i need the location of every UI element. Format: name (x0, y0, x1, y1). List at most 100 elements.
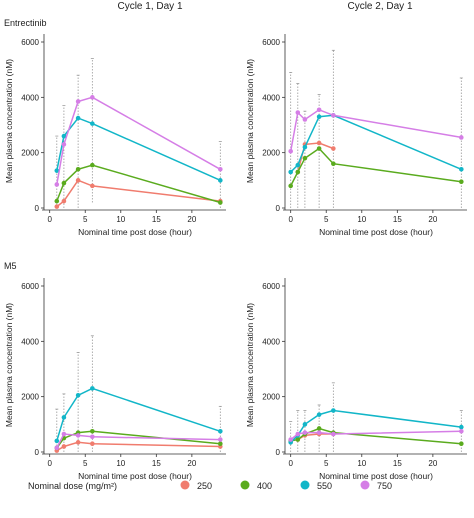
y-axis-label: Mean plasma concentration (nM) (245, 59, 255, 183)
legend-label-400: 400 (257, 481, 272, 491)
data-point-750 (61, 431, 67, 437)
data-point-750 (288, 437, 293, 442)
series-line-750 (289, 108, 462, 152)
data-point-750 (295, 110, 301, 115)
data-point-400 (295, 169, 301, 175)
data-point-400 (90, 162, 95, 168)
legend-swatch-400 (240, 480, 250, 490)
data-point-400 (331, 161, 336, 167)
data-point-750 (302, 430, 308, 435)
data-point-250 (90, 183, 95, 189)
data-point-750 (54, 445, 60, 451)
data-point-550 (316, 412, 322, 417)
data-point-550 (316, 114, 322, 119)
y-tick-label: 4000 (262, 337, 280, 346)
x-tick-label: 15 (152, 459, 161, 468)
data-point-750 (331, 113, 336, 118)
y-tick-label: 4000 (21, 337, 39, 346)
data-point-250 (90, 441, 95, 447)
series-line-250 (56, 441, 221, 452)
data-point-400 (75, 166, 81, 172)
data-point-750 (459, 135, 464, 140)
data-point-400 (218, 200, 223, 205)
series-line-250 (56, 179, 221, 208)
data-point-750 (316, 430, 322, 435)
series-line-750 (290, 430, 462, 441)
legend-label-250: 250 (197, 481, 212, 491)
data-point-550 (459, 424, 464, 430)
legend: Nominal dose (mg/m²) 250 400 550 750 (28, 480, 392, 491)
data-point-550 (61, 133, 67, 139)
row-label-m5: M5 (4, 261, 17, 271)
x-tick-label: 20 (187, 459, 196, 468)
data-point-750 (75, 99, 81, 104)
data-point-400 (90, 428, 95, 434)
data-point-400 (459, 179, 464, 185)
data-point-400 (288, 183, 293, 189)
y-tick-label: 4000 (262, 93, 280, 102)
y-tick-label: 0 (276, 448, 281, 457)
data-point-550 (75, 115, 81, 121)
y-tick-label: 4000 (21, 93, 39, 102)
y-tick-label: 2000 (262, 149, 280, 158)
series-line-550 (290, 409, 462, 443)
data-point-550 (288, 169, 293, 175)
strip-label-cycle1: Cycle 1, Day 1 (117, 1, 182, 12)
series-line-750 (56, 96, 221, 185)
legend-swatch-550 (300, 480, 310, 490)
data-point-250 (331, 146, 336, 151)
data-point-550 (459, 166, 464, 172)
panel-c1-m5: 0 2000 4000 6000 0 5 10 15 20 Nominal time post d… (4, 278, 226, 481)
row-label-entrectinib: Entrectinib (4, 18, 47, 28)
legend-title: Nominal dose (mg/m²) (28, 481, 117, 491)
x-tick-label: 20 (428, 215, 437, 224)
panel-c2-entrectinib: 0 2000 4000 6000 0 5 10 15 20 Nominal time post d… (245, 34, 467, 237)
x-axis-label: Nominal time post dose (hour) (78, 471, 192, 481)
x-tick-label: 0 (47, 459, 52, 468)
x-tick-label: 0 (288, 215, 293, 224)
series-line-400 (290, 147, 462, 187)
data-point-550 (295, 162, 301, 168)
data-point-550 (54, 168, 60, 173)
strip-label-cycle2: Cycle 2, Day 1 (347, 1, 412, 12)
x-tick-label: 15 (393, 459, 402, 468)
y-axis-label: Mean plasma concentration (nM) (245, 303, 255, 427)
data-point-750 (54, 182, 60, 187)
x-tick-label: 20 (187, 215, 196, 224)
legend-label-550: 550 (317, 481, 332, 491)
data-point-750 (218, 166, 223, 172)
x-axis-label: Nominal time post dose (hour) (319, 227, 433, 237)
data-point-400 (218, 441, 223, 447)
x-tick-label: 0 (288, 459, 293, 468)
x-tick-label: 5 (83, 215, 88, 224)
x-tick-label: 5 (324, 459, 329, 468)
data-point-750 (75, 433, 81, 438)
y-tick-label: 6000 (262, 38, 280, 47)
y-tick-label: 6000 (21, 282, 39, 291)
x-tick-label: 15 (152, 215, 161, 224)
data-point-400 (316, 426, 322, 431)
data-point-550 (302, 144, 308, 150)
series-line-550 (56, 117, 221, 181)
data-point-550 (75, 392, 81, 398)
data-point-550 (218, 178, 223, 183)
data-point-250 (316, 140, 322, 146)
data-point-550 (218, 428, 223, 434)
data-point-400 (459, 441, 464, 447)
data-point-550 (61, 415, 67, 420)
y-tick-label: 0 (276, 204, 281, 213)
data-point-400 (54, 198, 60, 204)
data-point-750 (316, 107, 322, 113)
x-tick-label: 5 (83, 459, 88, 468)
y-tick-label: 6000 (262, 282, 280, 291)
data-point-400 (295, 437, 301, 442)
x-tick-label: 10 (357, 459, 366, 468)
y-tick-label: 2000 (21, 149, 39, 158)
y-tick-label: 0 (35, 448, 40, 457)
series-line-400 (56, 164, 221, 204)
data-point-550 (54, 438, 60, 444)
data-point-250 (61, 444, 67, 449)
data-point-250 (75, 178, 81, 183)
panel-c1-entrectinib: 0 2000 4000 6000 0 5 10 15 20 Nominal time post d… (4, 34, 226, 237)
